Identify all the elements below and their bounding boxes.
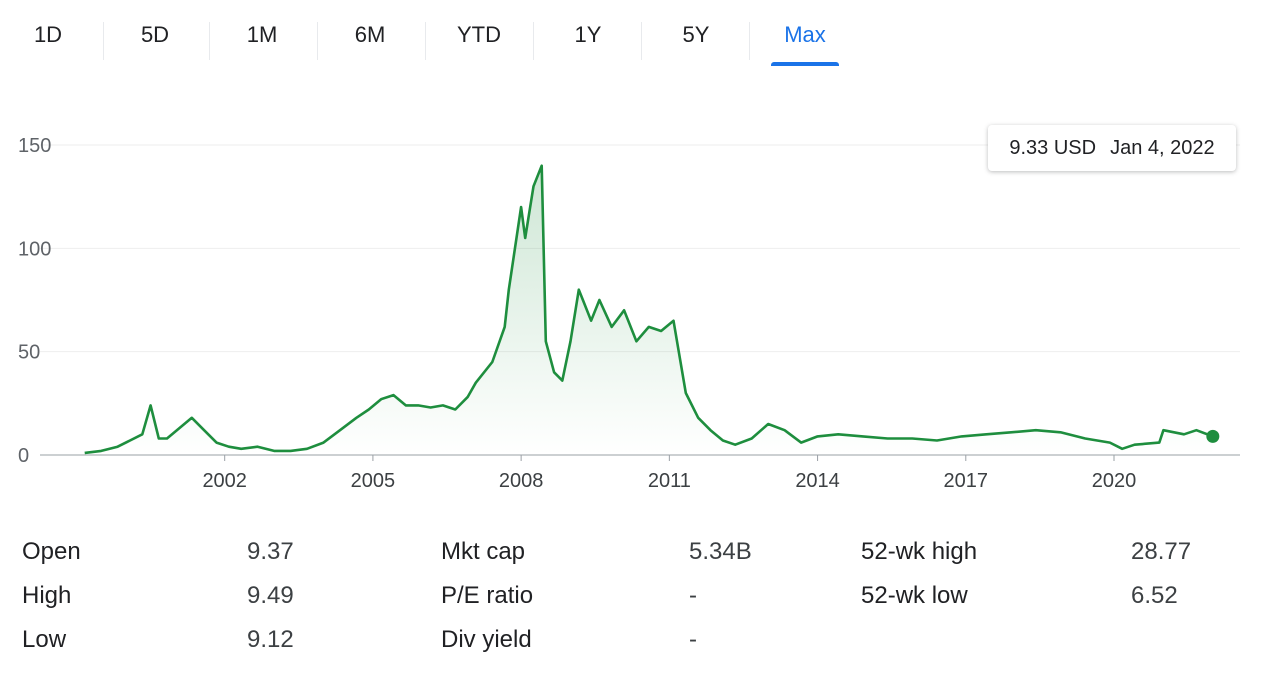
stat-52wk-low-value: 6.52 — [1131, 582, 1178, 609]
tab-divider — [425, 22, 426, 60]
stat-low-label: Low — [22, 626, 67, 653]
x-tick-label: 2017 — [944, 470, 989, 492]
y-tick-label: 50 — [18, 342, 40, 364]
active-tab-indicator — [771, 62, 839, 66]
y-tick-label: 0 — [18, 445, 29, 467]
stat-div-value: - — [689, 626, 697, 653]
tab-1m[interactable]: 1M — [246, 22, 278, 47]
stat-mktcap-label: Mkt cap — [441, 538, 526, 565]
stat-52wk-high-label: 52-wk high — [861, 538, 978, 565]
y-tick-label: 100 — [18, 238, 51, 260]
stat-open-value: 9.37 — [247, 538, 294, 565]
stat-high-value: 9.49 — [247, 582, 294, 609]
stat-52wk-high-value: 28.77 — [1131, 538, 1192, 565]
y-tick-label: 150 — [18, 135, 51, 157]
current-price-point[interactable] — [1206, 429, 1220, 443]
tab-divider — [533, 22, 534, 60]
key-stats: Open 9.37 High 9.49 Low 9.12 Mkt cap 5.3… — [0, 530, 1280, 670]
price-line — [84, 164, 1214, 455]
x-tick-label: 2020 — [1092, 470, 1137, 492]
x-tick-label: 2005 — [351, 470, 396, 492]
tab-5d[interactable]: 5D — [140, 22, 170, 47]
tab-1y[interactable]: 1Y — [574, 22, 602, 47]
tab-ytd[interactable]: YTD — [457, 22, 501, 47]
tab-divider — [103, 22, 104, 60]
tab-divider — [317, 22, 318, 60]
stat-pe-label: P/E ratio — [441, 582, 534, 609]
tab-max[interactable]: Max — [784, 22, 826, 47]
stat-low-value: 9.12 — [247, 626, 294, 653]
tab-1d[interactable]: 1D — [33, 22, 63, 47]
tab-5y[interactable]: 5Y — [682, 22, 710, 47]
price-tooltip: 9.33 USD Jan 4, 2022 — [988, 125, 1236, 171]
x-tick-label: 2008 — [499, 470, 544, 492]
stat-mktcap-value: 5.34B — [689, 538, 752, 565]
tab-divider — [641, 22, 642, 60]
price-chart[interactable]: 0 50 100 150 2002 2005 2008 2011 2014 2017 2020 — [0, 0, 1280, 520]
tab-divider — [749, 22, 750, 60]
tab-divider — [209, 22, 210, 60]
x-tick-label: 2011 — [648, 470, 691, 492]
x-tick-label: 2002 — [202, 470, 247, 492]
tooltip-price: 9.33 USD — [1009, 136, 1097, 159]
range-tabs: 1D 5D 1M 6M YTD 1Y 5Y Max — [0, 0, 1280, 70]
price-area — [84, 165, 1213, 455]
stat-52wk-low-label: 52-wk low — [861, 582, 968, 609]
tooltip-date: Jan 4, 2022 — [1110, 136, 1215, 159]
stat-pe-value: - — [689, 582, 697, 609]
stat-high-label: High — [22, 582, 72, 609]
stat-div-label: Div yield — [441, 626, 532, 653]
tab-6m[interactable]: 6M — [354, 22, 386, 47]
stat-open-label: Open — [22, 538, 81, 565]
x-tick-label: 2014 — [795, 470, 840, 492]
